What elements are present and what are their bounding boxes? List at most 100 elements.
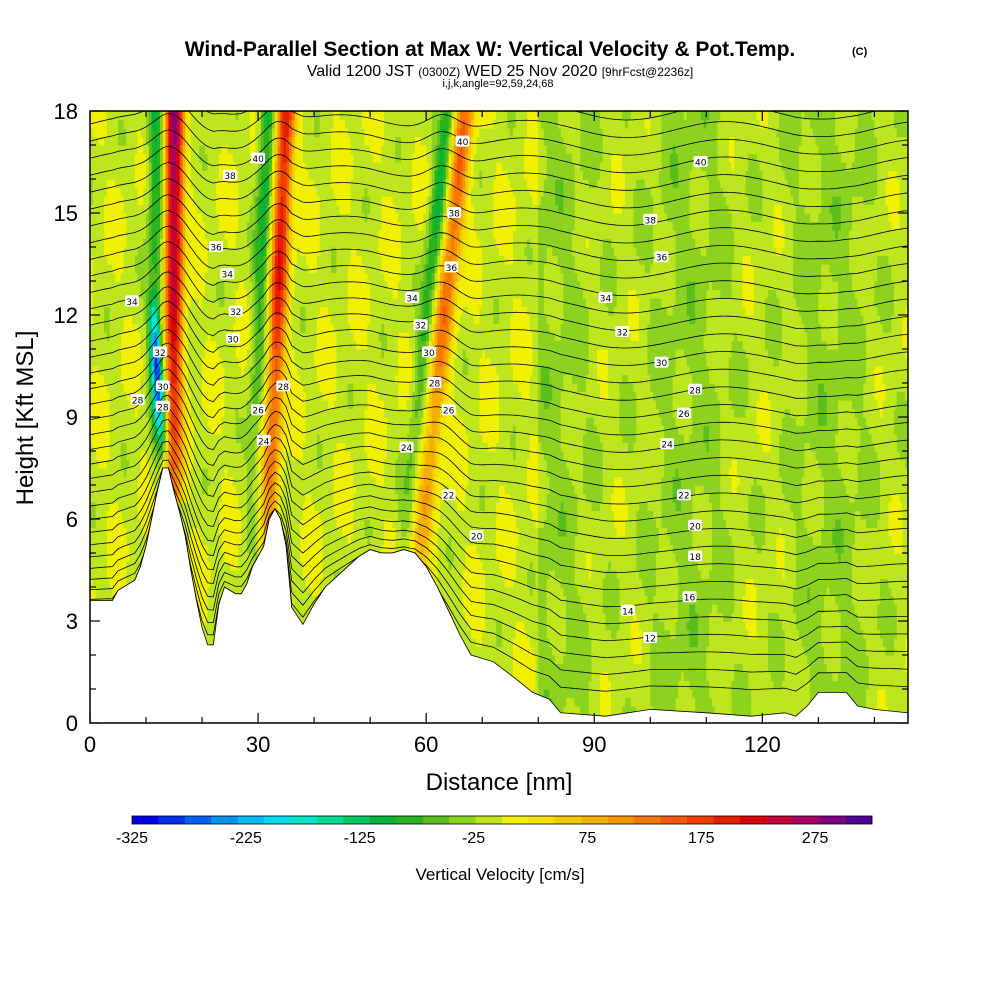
w-cell: [101, 391, 105, 401]
w-cell: [227, 281, 231, 291]
w-cell: [151, 357, 156, 367]
w-cell: [255, 221, 259, 231]
w-cell: [221, 366, 226, 376]
w-cell: [207, 332, 212, 342]
w-cell: [196, 451, 200, 461]
w-cell: [171, 238, 175, 248]
w-cell: [224, 221, 228, 231]
w-cell: [185, 153, 189, 163]
w-cell: [216, 544, 220, 554]
w-cell: [118, 476, 122, 486]
w-cell: [151, 442, 156, 452]
w-cell: [132, 170, 136, 180]
w-cell: [213, 281, 217, 291]
w-cell: [204, 340, 209, 350]
w-cell: [134, 502, 139, 512]
w-cell: [244, 519, 248, 529]
w-cell: [221, 136, 226, 146]
w-cell: [95, 349, 99, 359]
w-cell: [148, 442, 153, 452]
w-cell: [210, 502, 214, 512]
w-cell: [238, 442, 242, 452]
w-cell: [258, 527, 262, 537]
w-cell: [137, 119, 142, 129]
w-cell: [126, 272, 130, 282]
w-cell: [140, 374, 144, 384]
w-cell: [238, 451, 242, 461]
w-cell: [154, 187, 158, 197]
w-cell: [143, 213, 147, 223]
w-cell: [140, 417, 144, 427]
w-cell: [199, 391, 203, 401]
w-cell: [204, 493, 209, 503]
w-cell: [258, 323, 262, 333]
w-cell: [252, 230, 256, 240]
w-cell: [123, 519, 128, 529]
w-cell: [118, 255, 122, 265]
w-cell: [241, 264, 245, 274]
w-cell: [92, 196, 97, 206]
w-cell: [218, 570, 223, 580]
w-cell: [95, 187, 99, 197]
w-cell: [196, 323, 200, 333]
w-cell: [244, 187, 248, 197]
w-cell: [176, 272, 181, 282]
w-cell: [232, 153, 237, 163]
w-cell: [258, 289, 262, 299]
w-cell: [185, 425, 189, 435]
w-cell: [123, 442, 128, 452]
w-cell: [134, 255, 139, 265]
w-cell: [123, 136, 128, 146]
w-cell: [95, 587, 99, 597]
w-cell: [190, 306, 195, 316]
w-cell: [118, 238, 122, 248]
w-cell: [123, 162, 128, 172]
w-cell: [185, 272, 189, 282]
w-cell: [230, 374, 234, 384]
w-cell: [224, 434, 228, 444]
w-cell: [249, 502, 254, 512]
w-cell: [165, 459, 170, 469]
w-cell: [165, 306, 170, 316]
w-cell: [210, 561, 214, 571]
w-cell: [118, 561, 122, 571]
w-cell: [196, 536, 200, 546]
w-cell: [244, 442, 248, 452]
w-cell: [171, 366, 175, 376]
w-cell: [179, 281, 184, 291]
w-cell: [106, 128, 111, 138]
w-cell: [160, 145, 164, 155]
w-cell: [98, 519, 102, 529]
w-cell: [101, 196, 105, 206]
w-cell: [207, 119, 212, 129]
w-cell: [104, 247, 108, 257]
w-cell: [207, 323, 212, 333]
w-cell: [171, 451, 175, 461]
w-cell: [106, 306, 111, 316]
w-cell: [168, 281, 172, 291]
w-cell: [165, 255, 170, 265]
w-cell: [165, 357, 170, 367]
w-cell: [224, 128, 228, 138]
w-cell: [106, 187, 111, 197]
w-cell: [157, 315, 161, 325]
w-cell: [104, 230, 108, 240]
w-cell: [168, 264, 172, 274]
w-cell: [109, 391, 114, 401]
w-cell: [255, 145, 259, 155]
w-cell: [258, 374, 262, 384]
w-cell: [90, 476, 94, 486]
w-cell: [188, 485, 192, 495]
w-cell: [204, 561, 209, 571]
w-cell: [249, 553, 254, 563]
w-cell: [258, 451, 262, 461]
w-cell: [193, 544, 198, 554]
w-cell: [252, 298, 256, 308]
w-cell: [235, 400, 240, 410]
w-cell: [252, 187, 256, 197]
w-cell: [104, 587, 108, 597]
w-cell: [204, 621, 209, 631]
w-cell: [92, 111, 97, 121]
w-cell: [249, 357, 254, 367]
w-cell: [168, 255, 172, 265]
